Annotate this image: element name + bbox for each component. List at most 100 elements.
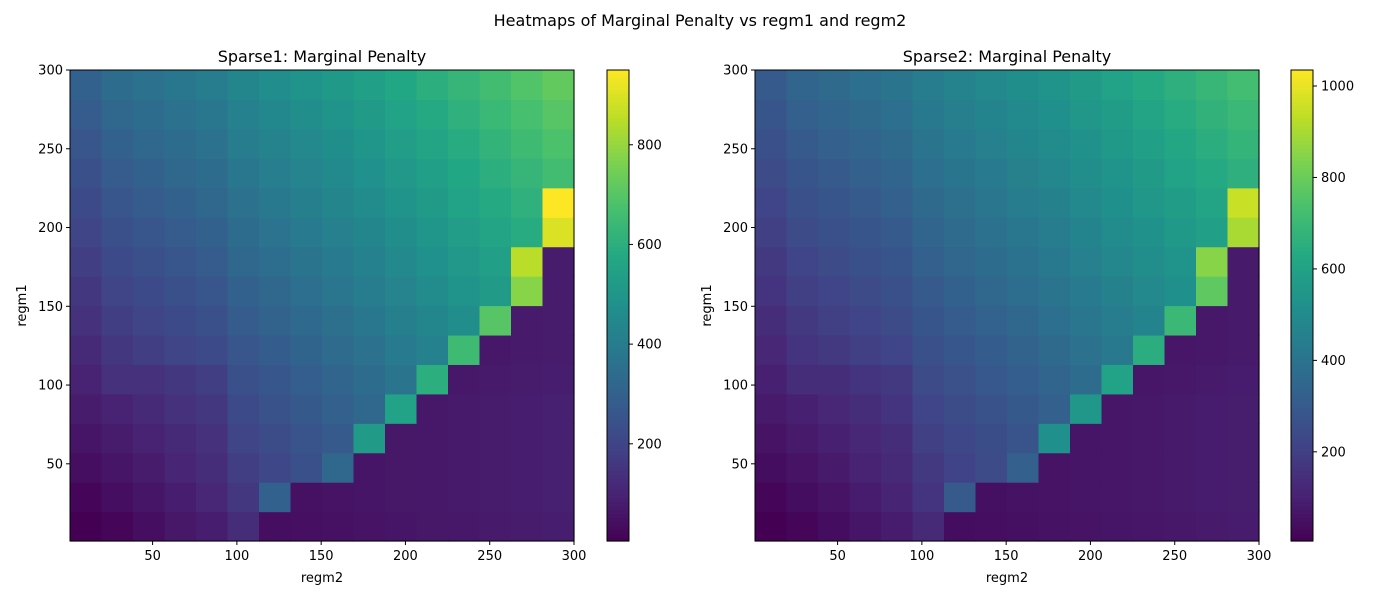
heatmap-cell — [322, 305, 355, 336]
heatmap-cell — [511, 246, 544, 277]
heatmap-cell — [1164, 511, 1197, 542]
colorbar-segment — [607, 372, 629, 377]
heatmap-cell — [1101, 187, 1134, 218]
heatmap-cell — [1227, 305, 1260, 336]
heatmap-cell — [511, 187, 544, 218]
colorbar-segment — [1291, 97, 1313, 102]
heatmap-cell — [416, 276, 449, 307]
colorbar-segment — [607, 399, 629, 405]
colorbar-segment — [1291, 128, 1313, 134]
heatmap-cell — [1196, 334, 1229, 365]
colorbar-segment — [1291, 317, 1313, 322]
colorbar-segment — [1291, 305, 1313, 311]
heatmap-cell — [479, 511, 512, 542]
heatmap-cell — [1101, 217, 1134, 248]
heatmap-cell — [944, 305, 977, 336]
heatmap-cell — [975, 305, 1008, 336]
heatmap-cell — [227, 334, 260, 365]
heatmap-cell — [164, 246, 197, 277]
heatmap-cell — [1227, 511, 1260, 542]
heatmap-cell — [479, 70, 512, 101]
heatmap-cell — [542, 246, 575, 277]
heatmap-cell — [849, 217, 882, 248]
colorbar-segment — [607, 525, 629, 530]
heatmap-cell — [164, 305, 197, 336]
heatmap-cell — [912, 364, 945, 395]
heatmap-cell — [755, 128, 788, 159]
heatmap-cell — [70, 246, 103, 277]
heatmap-cell — [290, 334, 323, 365]
heatmap-cell — [322, 511, 355, 542]
colorbar-segment — [1291, 509, 1313, 515]
y-tick-label: 100 — [38, 379, 63, 394]
heatmap-cell — [353, 158, 386, 189]
heatmap-cell — [1133, 511, 1166, 542]
heatmap-cell — [786, 158, 819, 189]
heatmap-cell — [786, 70, 819, 101]
heatmap-cell — [944, 511, 977, 542]
heatmap-cell — [975, 70, 1008, 101]
heatmap-cell — [912, 393, 945, 424]
colorbar-segment — [607, 160, 629, 165]
heatmap-cell — [448, 423, 481, 454]
colorbar-segment — [607, 438, 629, 444]
colorbar-segment — [607, 113, 629, 118]
colorbar-segment — [1291, 431, 1313, 436]
heatmap-cell — [1133, 246, 1166, 277]
heatmap-cell — [1196, 364, 1229, 395]
heatmap-cell — [1133, 70, 1166, 101]
figure-suptitle: Heatmaps of Marginal Penalty vs regm1 an… — [494, 11, 907, 30]
heatmap-cell — [448, 393, 481, 424]
colorbar-segment — [1291, 513, 1313, 519]
heatmap-cell — [164, 423, 197, 454]
heatmap-cell — [1038, 99, 1071, 130]
colorbar-segment — [607, 242, 629, 248]
colorbar-segment — [1291, 493, 1313, 499]
colorbar-segment — [1291, 376, 1313, 381]
y-tick-label: 150 — [38, 300, 63, 315]
colorbar-segment — [607, 489, 629, 495]
heatmap-cell — [1070, 364, 1103, 395]
colorbar-segment — [607, 77, 629, 83]
heatmap-cell — [818, 246, 851, 277]
heatmap-cell — [1227, 99, 1260, 130]
heatmap-cell — [912, 70, 945, 101]
heatmap-cell — [1101, 246, 1134, 277]
colorbar-segment — [1291, 175, 1313, 181]
heatmap-cell — [101, 393, 134, 424]
heatmap-cell — [1038, 217, 1071, 248]
colorbar-segment — [1291, 360, 1313, 365]
colorbar-segment — [1291, 281, 1313, 287]
colorbar-segment — [607, 175, 629, 181]
heatmap-cell — [259, 393, 292, 424]
colorbar-segment — [1291, 172, 1313, 177]
heatmap-cell — [786, 128, 819, 159]
heatmap-cell — [542, 393, 575, 424]
colorbar-segment — [607, 450, 629, 456]
heatmap-cell — [1164, 482, 1197, 513]
heatmap-cell — [385, 246, 418, 277]
heatmap-cell — [196, 187, 229, 218]
y-axis-label: regm1 — [15, 284, 30, 326]
heatmap-cell — [755, 393, 788, 424]
colorbar-segment — [607, 376, 629, 381]
heatmap-cell — [881, 511, 914, 542]
heatmap-cell — [755, 187, 788, 218]
heatmap-cell — [1133, 334, 1166, 365]
heatmap-cell — [755, 99, 788, 130]
heatmap-cell — [290, 452, 323, 483]
heatmap-cell — [385, 70, 418, 101]
colorbar-segment — [607, 144, 629, 150]
colorbar-segment — [1291, 352, 1313, 358]
colorbar-tick-label: 200 — [1321, 445, 1346, 460]
colorbar-segment — [1291, 203, 1313, 208]
colorbar-segment — [1291, 285, 1313, 291]
colorbar-segment — [1291, 148, 1313, 154]
colorbar-segment — [1291, 223, 1313, 228]
heatmap-cell — [101, 334, 134, 365]
heatmap-cell — [849, 482, 882, 513]
heatmap-cell — [385, 423, 418, 454]
heatmap-cell — [975, 128, 1008, 159]
colorbar-segment — [607, 270, 629, 275]
